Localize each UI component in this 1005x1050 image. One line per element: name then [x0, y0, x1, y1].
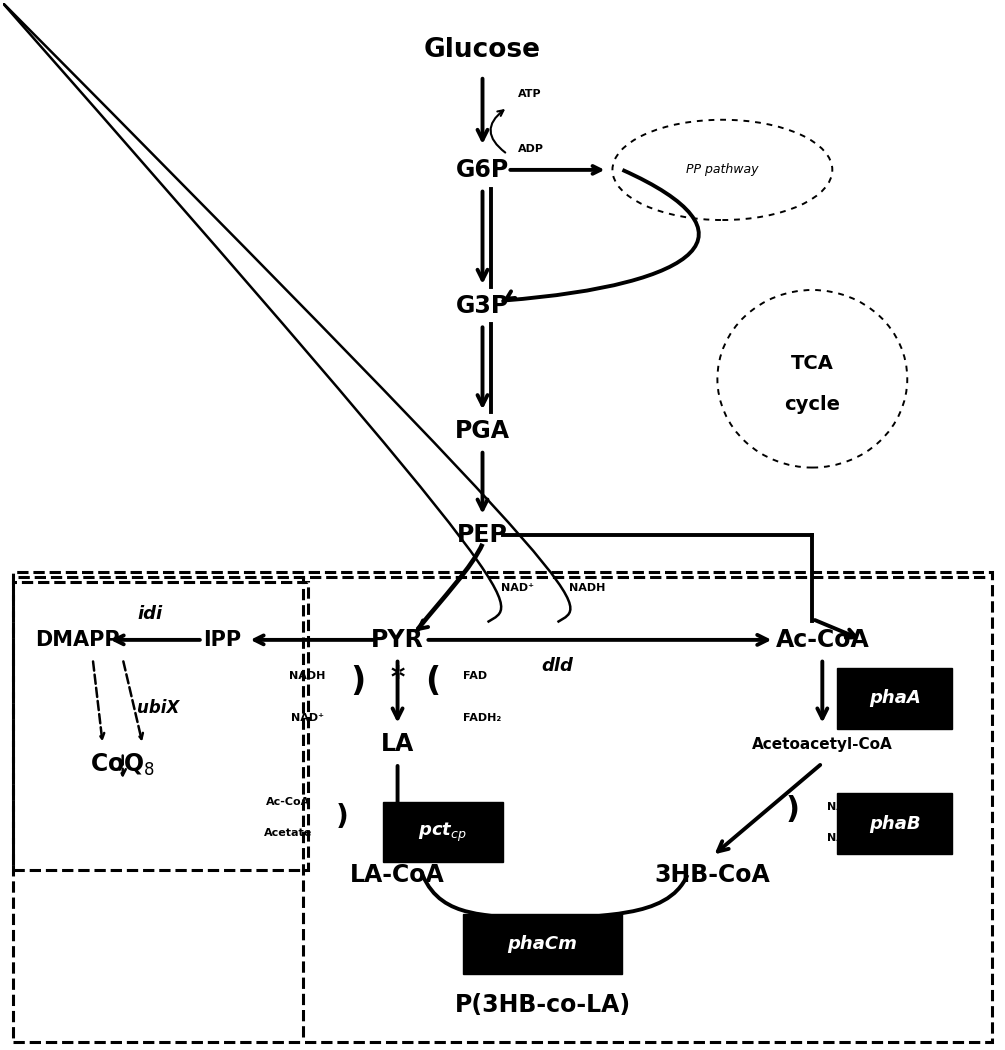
- Text: PEP: PEP: [457, 524, 508, 547]
- Text: NADPH: NADPH: [827, 802, 871, 812]
- Text: Acetate: Acetate: [263, 828, 312, 838]
- Text: cycle: cycle: [784, 396, 840, 415]
- FancyBboxPatch shape: [383, 802, 502, 862]
- Text: PGA: PGA: [455, 419, 510, 443]
- Text: PP pathway: PP pathway: [686, 164, 759, 176]
- Text: phaCm: phaCm: [508, 934, 578, 952]
- Text: ATP: ATP: [518, 88, 541, 99]
- Text: Ac-CoA: Ac-CoA: [265, 797, 310, 806]
- Text: DMAPP: DMAPP: [35, 630, 120, 650]
- Text: NADH: NADH: [569, 583, 606, 592]
- FancyBboxPatch shape: [837, 794, 953, 854]
- Text: phaA: phaA: [869, 690, 921, 708]
- Text: NAD⁺: NAD⁺: [291, 713, 324, 723]
- Text: NADP⁺: NADP⁺: [827, 834, 868, 843]
- Text: PYR: PYR: [371, 628, 424, 652]
- Text: phaB: phaB: [869, 815, 921, 833]
- Text: ADP: ADP: [518, 144, 544, 154]
- Text: Glucose: Glucose: [424, 37, 541, 63]
- Text: CoQ$_8$: CoQ$_8$: [90, 752, 156, 778]
- Text: LA-CoA: LA-CoA: [350, 863, 445, 887]
- Text: NADH: NADH: [289, 671, 326, 681]
- Text: Ac-CoA: Ac-CoA: [776, 628, 869, 652]
- Text: LA: LA: [381, 732, 414, 756]
- Text: IPP: IPP: [204, 630, 242, 650]
- Text: NAD⁺: NAD⁺: [500, 583, 534, 592]
- FancyBboxPatch shape: [837, 668, 953, 729]
- Text: 3HB-CoA: 3HB-CoA: [654, 863, 770, 887]
- Text: ): ): [350, 665, 365, 698]
- Text: dld: dld: [542, 657, 574, 675]
- Text: ✲: ✲: [389, 664, 406, 682]
- Text: ): ): [337, 803, 349, 832]
- Text: Acetoacetyl-CoA: Acetoacetyl-CoA: [752, 737, 892, 752]
- Text: TCA: TCA: [791, 354, 834, 373]
- Text: G3P: G3P: [456, 294, 510, 318]
- Text: P(3HB-co-LA): P(3HB-co-LA): [454, 993, 630, 1017]
- Text: G6P: G6P: [456, 158, 510, 182]
- FancyBboxPatch shape: [462, 914, 622, 974]
- Text: FAD: FAD: [463, 671, 487, 681]
- Text: idi: idi: [138, 605, 163, 623]
- Text: ubiX: ubiX: [137, 699, 179, 717]
- Text: ): ): [785, 795, 799, 824]
- Text: pct$_{cp}$: pct$_{cp}$: [418, 820, 467, 843]
- Text: (: (: [425, 665, 440, 698]
- Text: FADH₂: FADH₂: [463, 713, 501, 723]
